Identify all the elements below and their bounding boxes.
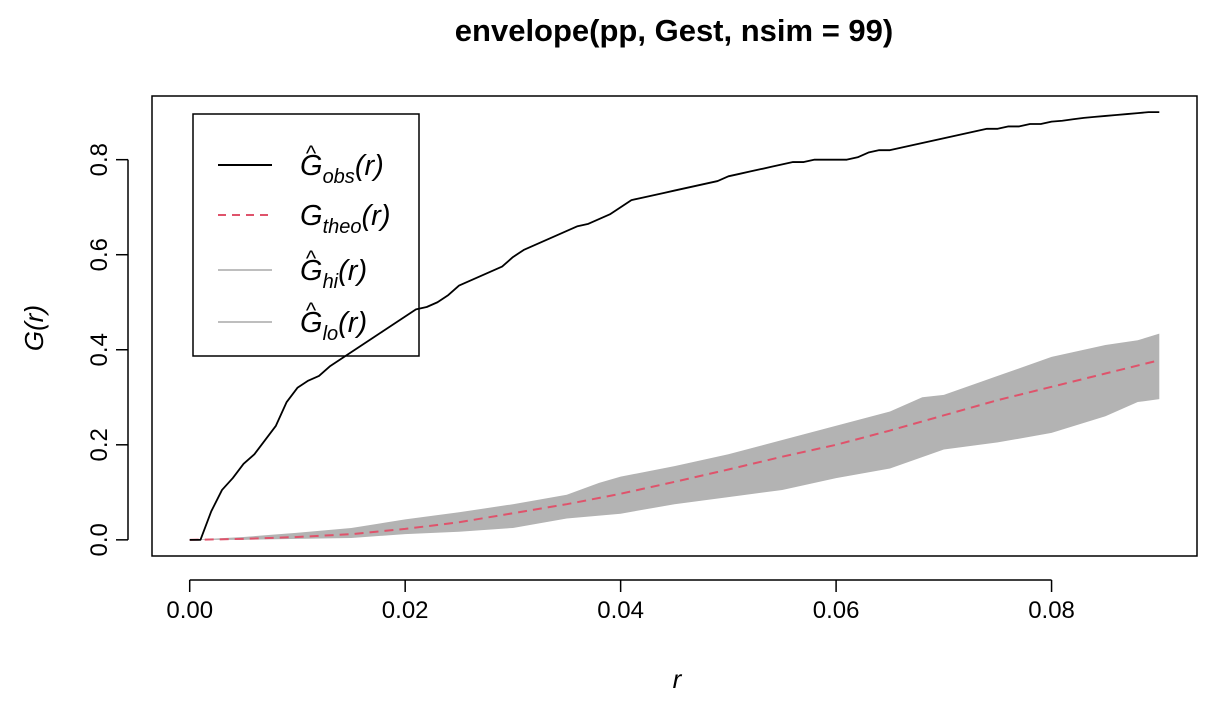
x-tick-label: 0.06 — [813, 597, 860, 624]
chart-title: envelope(pp, Gest, nsim = 99) — [455, 13, 893, 48]
legend-hat: ^ — [306, 298, 317, 323]
legend-item: Gtheo(r) — [218, 200, 390, 238]
y-axis: 0.0 0.2 0.4 0.6 0.8 — [86, 143, 129, 557]
legend-hat: ^ — [306, 246, 317, 271]
y-tick-label: 0.0 — [86, 523, 113, 556]
legend-item: Gobs(r)^ — [218, 141, 384, 188]
x-tick-label: 0.04 — [597, 597, 644, 624]
legend-box — [192, 113, 420, 357]
x-axis: 0.00 0.02 0.04 0.06 0.08 — [166, 579, 1075, 624]
legend-label: Glo(r) — [300, 307, 367, 345]
legend-label: Gtheo(r) — [300, 200, 390, 238]
x-axis-label: r — [673, 664, 683, 694]
y-tick-label: 0.8 — [86, 143, 113, 176]
plot-area — [189, 111, 1160, 541]
observed-line — [189, 111, 1160, 541]
legend-item: Ghi(r)^ — [218, 246, 367, 293]
legend-item: Glo(r)^ — [218, 298, 367, 345]
legend: Gobs(r)^Gtheo(r)Ghi(r)^Glo(r)^ — [192, 113, 420, 357]
x-tick-label: 0.02 — [382, 597, 429, 624]
y-tick-label: 0.4 — [86, 333, 113, 366]
y-tick-label: 0.6 — [86, 238, 113, 271]
x-tick-label: 0.00 — [166, 597, 213, 624]
x-tick-label: 0.08 — [1028, 597, 1075, 624]
y-axis-label: G(r) — [19, 305, 49, 351]
envelope-band — [189, 333, 1160, 540]
legend-label: Ghi(r) — [300, 255, 367, 293]
y-tick-label: 0.2 — [86, 428, 113, 461]
legend-hat: ^ — [306, 141, 317, 166]
plot-frame — [151, 95, 1198, 557]
legend-label: Gobs(r) — [300, 150, 384, 188]
